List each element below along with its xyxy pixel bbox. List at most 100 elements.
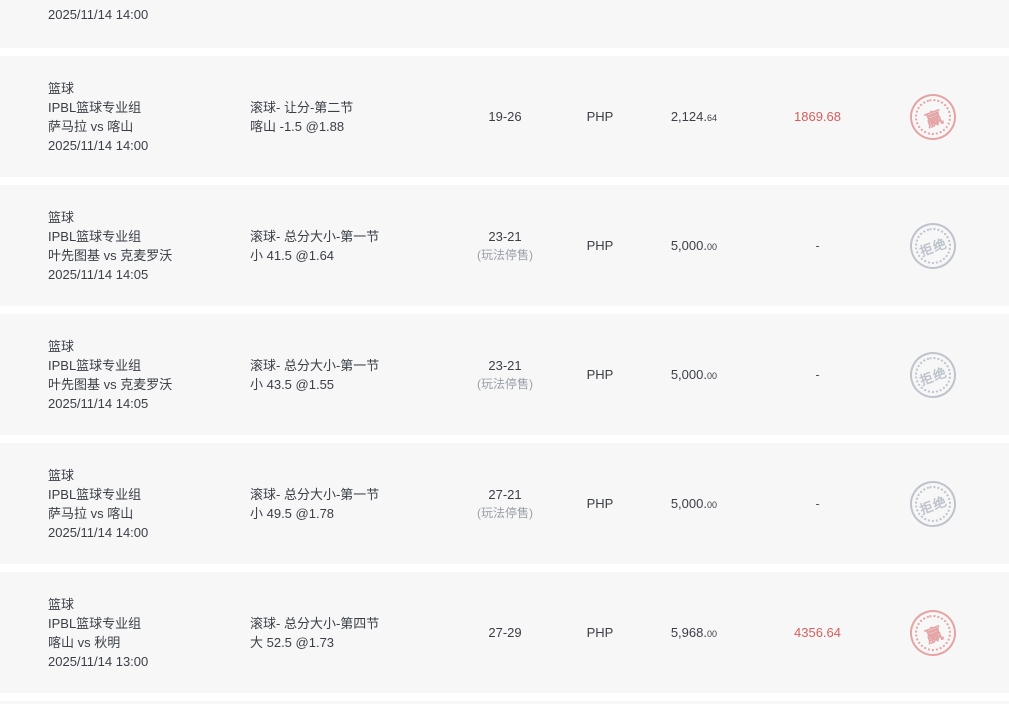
win-loss-cell: 1869.68: [725, 109, 910, 124]
score-note: (玩法停售): [477, 247, 533, 262]
teams-label: 喀山 vs 秋明: [48, 634, 121, 650]
stamp-cell: 拒绝: [905, 347, 1009, 402]
league-label: IPBL篮球专业组: [48, 228, 142, 244]
rejected-stamp-icon: 拒绝: [905, 476, 961, 531]
event-info: 篮球 IPBL篮球专业组 喀山 vs 秋明 2025/11/14 13:00: [48, 595, 250, 671]
score-cell: 23-21 (玩法停售): [435, 228, 575, 264]
bet-selection-label: 小 43.5 @1.55: [250, 376, 335, 392]
bet-selection-label: 小 41.5 @1.64: [250, 247, 335, 263]
score-cell: 19-26: [435, 108, 575, 126]
teams-label: 叶先图基 vs 克麦罗沃: [48, 376, 173, 392]
teams-label: 叶先图基 vs 克麦罗沃: [48, 247, 173, 263]
event-datetime: 2025/11/14 13:00: [48, 653, 149, 669]
bet-amount-cell: 5,000.00: [625, 238, 725, 253]
bet-info: 滚球- 总分大小-第一节 小 49.5 @1.78: [250, 485, 435, 523]
bet-amount-cell: 5,968.00: [625, 625, 725, 640]
bet-amount-decimals: 64: [706, 113, 717, 123]
stamp-cell: 赢: [905, 89, 1009, 144]
currency-cell: PHP: [575, 625, 625, 640]
league-label: IPBL篮球专业组: [48, 99, 142, 115]
score-cell: 27-21 (玩法停售): [435, 486, 575, 522]
bet-amount-cell: 5,000.00: [625, 496, 725, 511]
bet-amount-decimals: 00: [706, 500, 717, 510]
event-info: 篮球 IPBL篮球专业组 萨马拉 vs 喀山 2025/11/14 14:00: [48, 79, 250, 155]
stamp-cell: 拒绝: [905, 476, 1009, 531]
currency-label: PHP: [586, 625, 614, 640]
event-info: 篮球 IPBL篮球专业组 叶先图基 vs 克麦罗沃 2025/11/14 14:…: [48, 337, 250, 413]
bet-amount-decimals: 00: [706, 629, 717, 639]
partial-bet-row: 2025/11/14 14:00: [0, 0, 1009, 48]
score-cell: 27-29: [435, 624, 575, 642]
event-datetime: 2025/11/14 14:00: [48, 137, 149, 153]
win-loss-cell: 4356.64: [725, 625, 910, 640]
event-datetime: 2025/11/14 14:05: [48, 395, 149, 411]
bet-info: 滚球- 总分大小-第四节 大 52.5 @1.73: [250, 614, 435, 652]
bet-amount-value: 5,000.: [670, 496, 707, 511]
sport-label: 篮球: [48, 596, 75, 612]
stamp-cell: 赢: [905, 605, 1009, 660]
win-loss-value: 1869.68: [794, 109, 841, 124]
win-loss-cell: -: [725, 496, 910, 511]
bet-amount-value: 5,000.: [670, 367, 707, 382]
bet-rows: 篮球 IPBL篮球专业组 萨马拉 vs 喀山 2025/11/14 14:00 …: [0, 56, 1009, 693]
bet-type-label: 滚球- 总分大小-第四节: [250, 615, 380, 631]
teams-label: 萨马拉 vs 喀山: [48, 118, 134, 134]
win-loss-value: -: [815, 238, 820, 253]
league-label: IPBL篮球专业组: [48, 615, 142, 631]
event-datetime: 2025/11/14 14:05: [48, 266, 149, 282]
bet-record-row: 篮球 IPBL篮球专业组 喀山 vs 秋明 2025/11/14 13:00 滚…: [0, 572, 1009, 693]
score-value: 19-26: [488, 108, 522, 124]
sport-label: 篮球: [48, 467, 75, 483]
score-value: 23-21: [488, 357, 522, 373]
bet-amount-decimals: 00: [706, 242, 717, 252]
score-note: (玩法停售): [477, 376, 533, 391]
win-loss-value: -: [815, 496, 820, 511]
bet-record-row: 篮球 IPBL篮球专业组 萨马拉 vs 喀山 2025/11/14 14:00 …: [0, 56, 1009, 177]
league-label: IPBL篮球专业组: [48, 486, 142, 502]
bet-selection-label: 大 52.5 @1.73: [250, 634, 335, 650]
score-cell: 23-21 (玩法停售): [435, 357, 575, 393]
bet-amount-value: 5,968.: [670, 625, 707, 640]
currency-cell: PHP: [575, 238, 625, 253]
bet-info: 滚球- 让分-第二节 喀山 -1.5 @1.88: [250, 98, 435, 136]
bet-type-label: 滚球- 总分大小-第一节: [250, 486, 380, 502]
bet-type-label: 滚球- 让分-第二节: [250, 99, 354, 115]
league-label: IPBL篮球专业组: [48, 357, 142, 373]
event-info: 篮球 IPBL篮球专业组 叶先图基 vs 克麦罗沃 2025/11/14 14:…: [48, 208, 250, 284]
sport-label: 篮球: [48, 209, 75, 225]
event-info: 篮球 IPBL篮球专业组 萨马拉 vs 喀山 2025/11/14 14:00: [48, 466, 250, 542]
currency-label: PHP: [586, 496, 614, 511]
win-stamp-icon: 赢: [905, 89, 961, 144]
bet-info: 滚球- 总分大小-第一节 小 41.5 @1.64: [250, 227, 435, 265]
bet-type-label: 滚球- 总分大小-第一节: [250, 228, 380, 244]
bet-type-label: 滚球- 总分大小-第一节: [250, 357, 380, 373]
bet-amount-decimals: 00: [706, 371, 717, 381]
currency-cell: PHP: [575, 496, 625, 511]
rejected-stamp-icon: 拒绝: [905, 347, 961, 402]
score-value: 27-29: [488, 624, 522, 640]
bet-record-row: 篮球 IPBL篮球专业组 叶先图基 vs 克麦罗沃 2025/11/14 14:…: [0, 314, 1009, 435]
score-value: 23-21: [488, 228, 522, 244]
win-loss-value: 4356.64: [794, 625, 841, 640]
teams-label: 萨马拉 vs 喀山: [48, 505, 134, 521]
win-stamp-icon: 赢: [905, 605, 961, 660]
currency-label: PHP: [586, 367, 614, 382]
next-row-sliver: [0, 701, 1009, 704]
bet-record-row: 篮球 IPBL篮球专业组 萨马拉 vs 喀山 2025/11/14 14:00 …: [0, 443, 1009, 564]
currency-cell: PHP: [575, 367, 625, 382]
stamp-cell: 拒绝: [905, 218, 1009, 273]
score-note: (玩法停售): [477, 505, 533, 520]
win-loss-cell: -: [725, 238, 910, 253]
bet-selection-label: 喀山 -1.5 @1.88: [250, 118, 345, 134]
currency-label: PHP: [586, 109, 614, 124]
bet-info: 滚球- 总分大小-第一节 小 43.5 @1.55: [250, 356, 435, 394]
bet-amount-value: 5,000.: [670, 238, 707, 253]
event-datetime: 2025/11/14 14:00: [48, 7, 149, 22]
currency-cell: PHP: [575, 109, 625, 124]
currency-label: PHP: [586, 238, 614, 253]
bet-amount-cell: 5,000.00: [625, 367, 725, 382]
sport-label: 篮球: [48, 338, 75, 354]
bet-record-row: 篮球 IPBL篮球专业组 叶先图基 vs 克麦罗沃 2025/11/14 14:…: [0, 185, 1009, 306]
bet-amount-cell: 2,124.64: [625, 109, 725, 124]
